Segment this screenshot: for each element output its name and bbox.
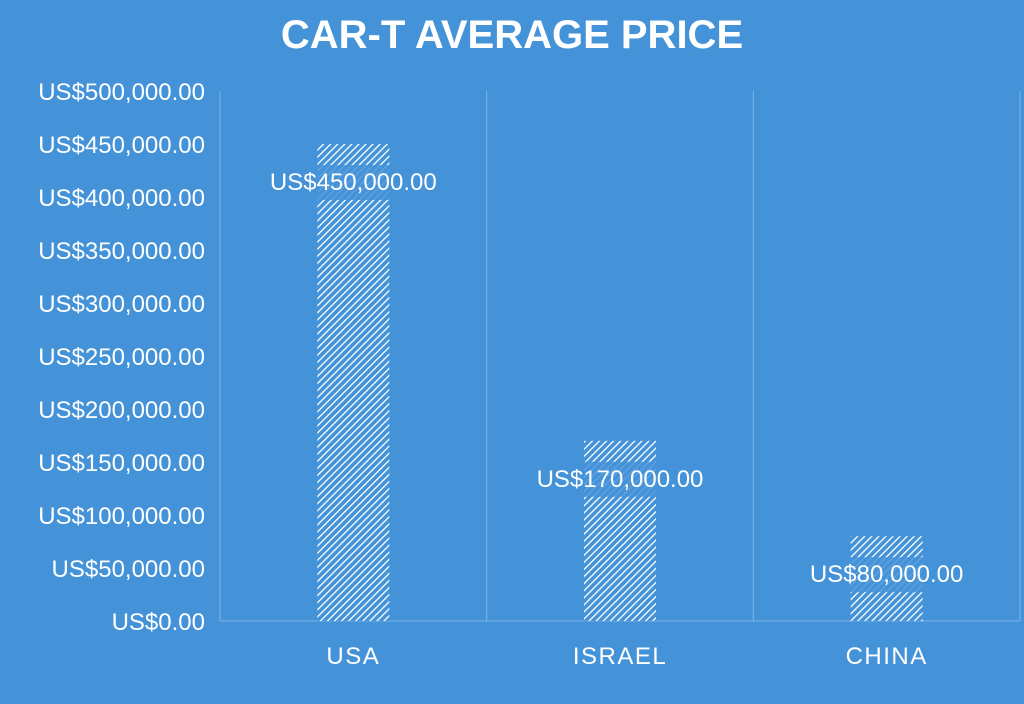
bar-usa — [317, 144, 390, 621]
y-tick-label: US$250,000.00 — [38, 344, 205, 371]
data-label-israel: US$170,000.00 — [537, 466, 704, 493]
data-label-box — [805, 557, 968, 593]
x-axis: USA ISRAEL CHINA — [326, 643, 928, 670]
data-label-box — [265, 165, 441, 200]
y-tick-label: US$350,000.00 — [38, 238, 205, 265]
y-tick-label: US$300,000.00 — [38, 291, 205, 318]
y-tick-label: US$100,000.00 — [38, 503, 205, 530]
data-label-usa: US$450,000.00 — [270, 169, 437, 196]
x-tick-label-china: CHINA — [846, 643, 928, 670]
chart-title: CAR-T AVERAGE PRICE — [281, 13, 743, 57]
data-label-china: US$80,000.00 — [810, 561, 963, 588]
y-tick-label: US$50,000.00 — [52, 556, 205, 583]
data-label-box — [532, 461, 708, 497]
x-tick-label-israel: ISRAEL — [573, 643, 667, 670]
bars — [317, 144, 923, 621]
y-tick-label: US$400,000.00 — [38, 185, 205, 212]
x-tick-label-usa: USA — [326, 643, 380, 670]
y-tick-label: US$500,000.00 — [38, 79, 205, 106]
data-labels: US$450,000.00 US$170,000.00 US$80,000.00 — [265, 165, 968, 593]
y-axis: US$0.00 US$50,000.00 US$100,000.00 US$150,0… — [38, 79, 205, 636]
y-tick-label: US$0.00 — [112, 609, 205, 636]
y-tick-label: US$150,000.00 — [38, 450, 205, 477]
y-tick-label: US$450,000.00 — [38, 132, 205, 159]
y-tick-label: US$200,000.00 — [38, 397, 205, 424]
